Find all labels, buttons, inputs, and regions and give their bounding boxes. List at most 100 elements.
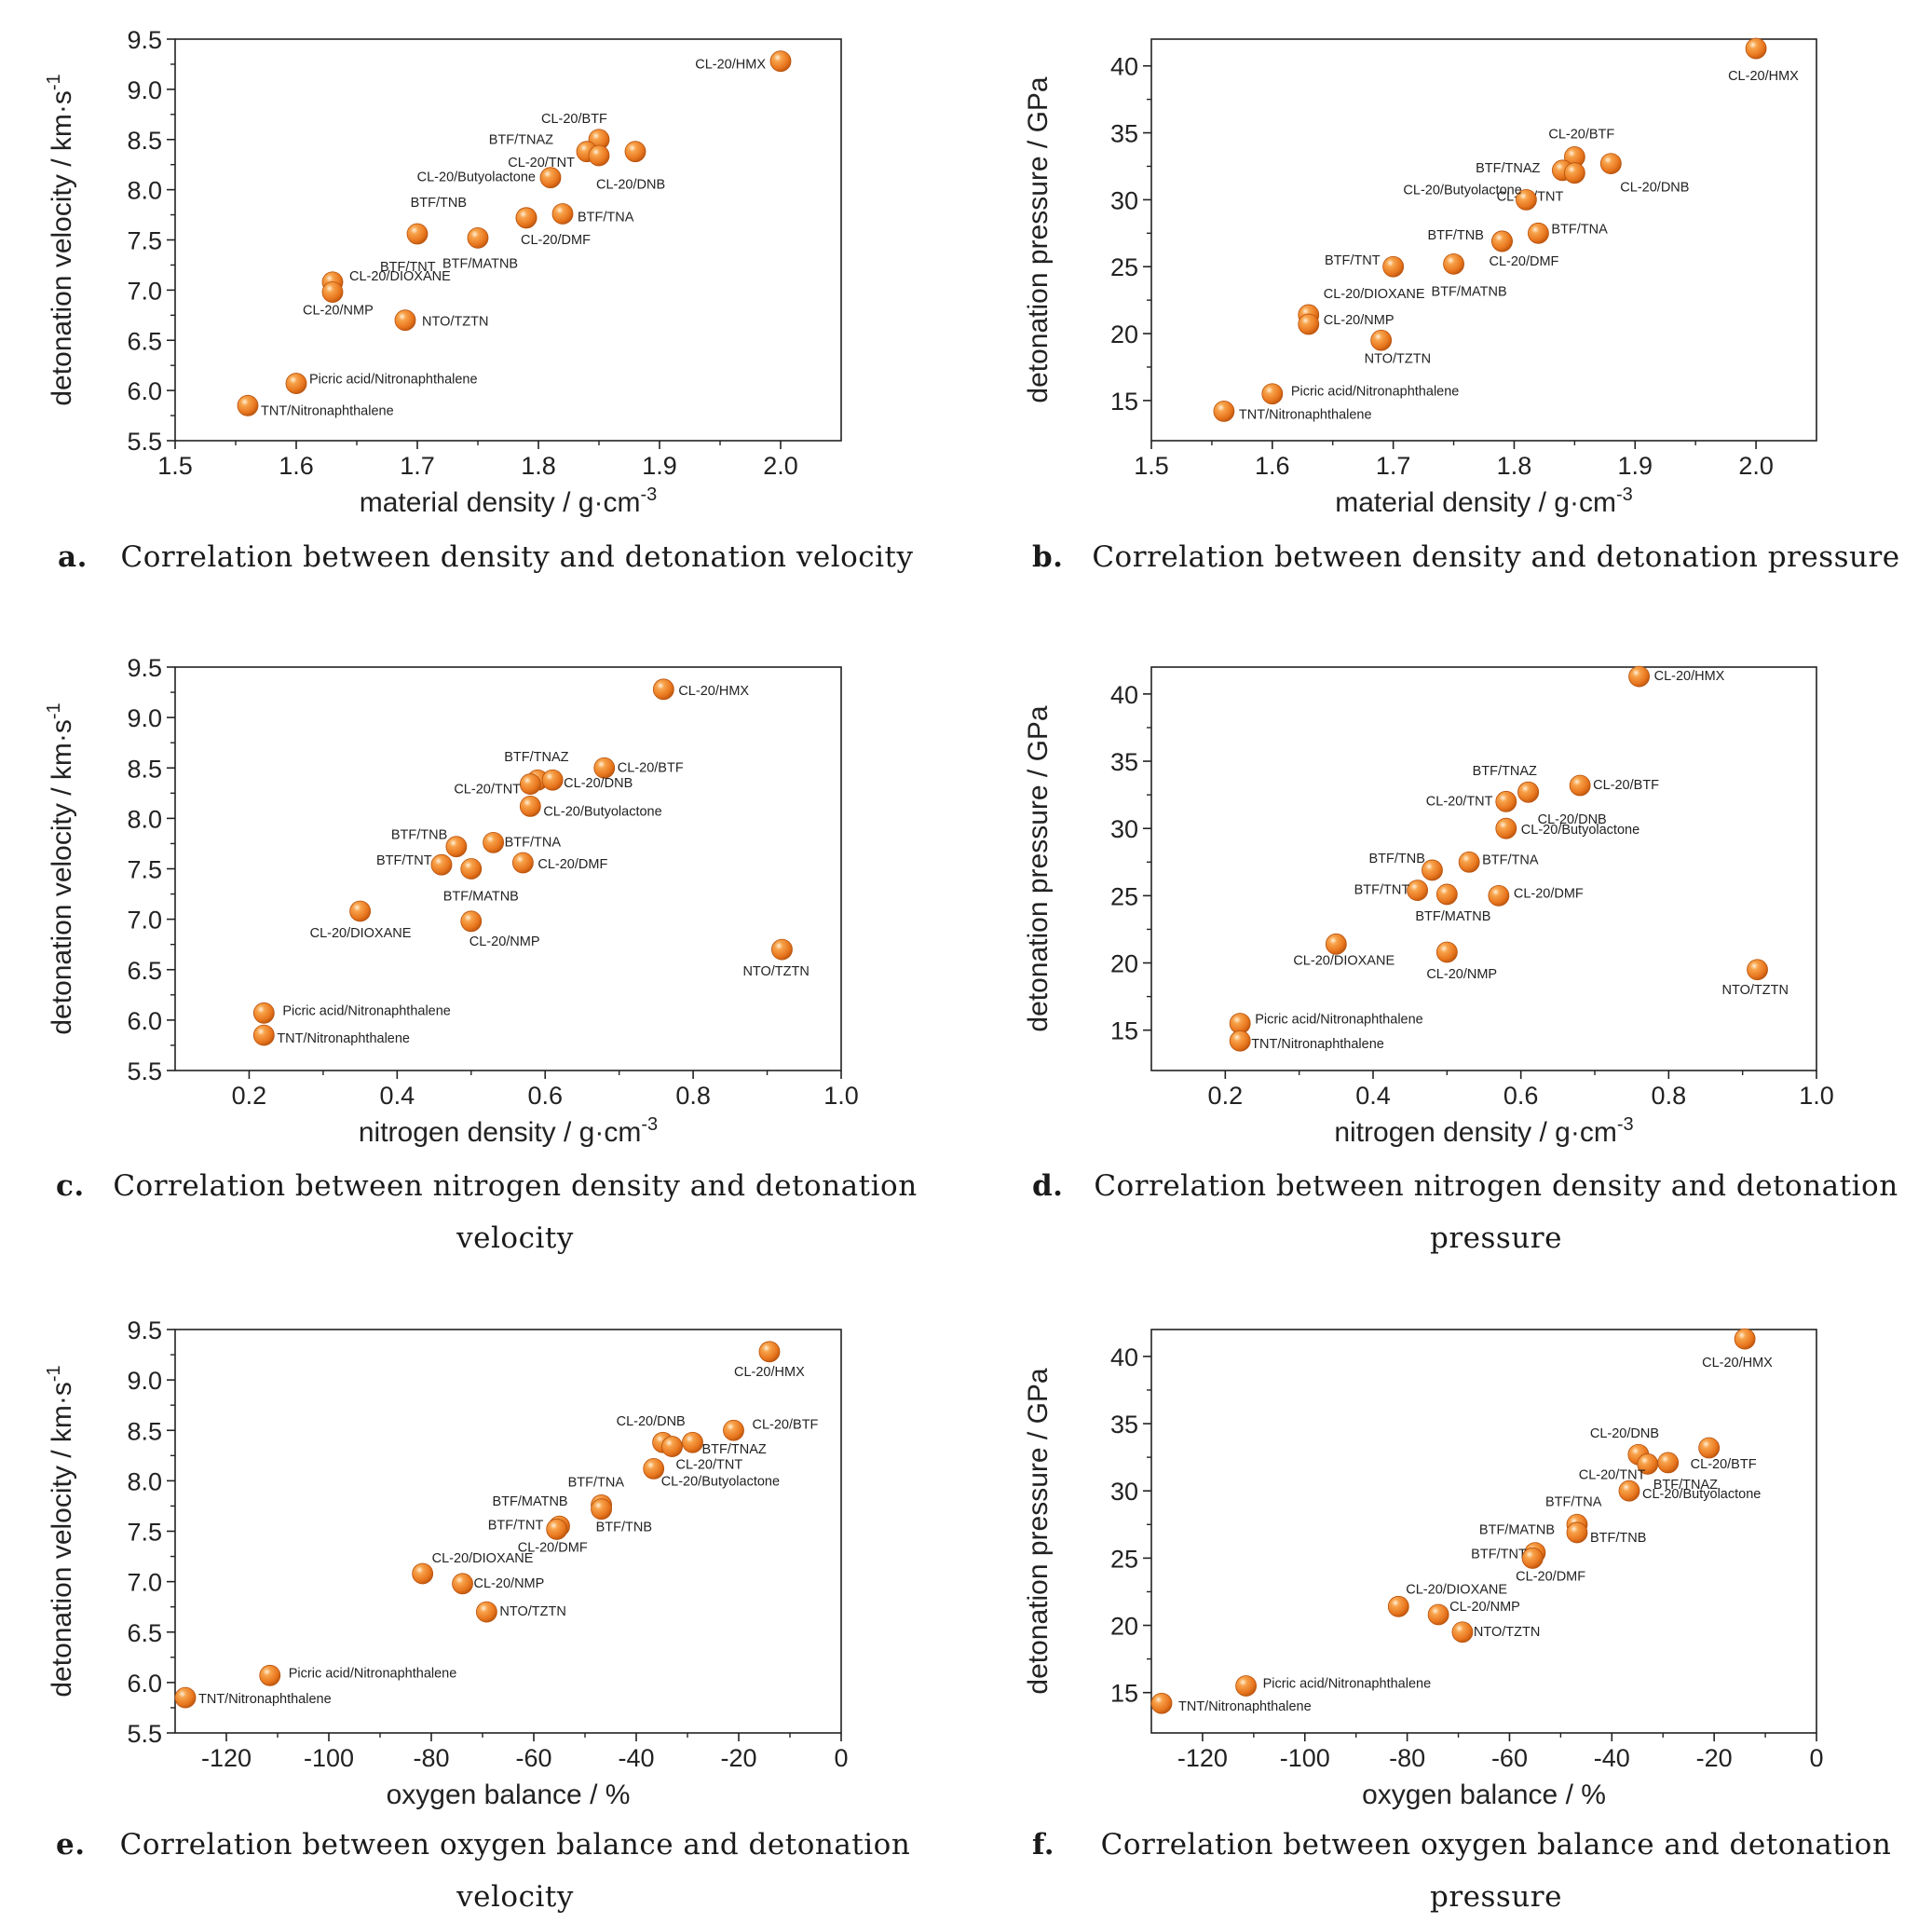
data-point: [511, 852, 534, 874]
x-tick-label: 2.0: [1738, 452, 1774, 480]
x-axis-label: oxygen balance / %: [387, 1780, 631, 1810]
y-tick-label: 20: [1110, 320, 1138, 348]
data-point: [1599, 153, 1622, 175]
point-label: CL-20/DIOXANE: [1406, 1582, 1507, 1597]
x-tick-label: -60: [515, 1744, 551, 1772]
point-label: BTF/TNA: [568, 1475, 625, 1490]
y-tick-label: 25: [1110, 253, 1138, 281]
y-tick-label: 35: [1110, 748, 1138, 776]
data-point: [460, 858, 483, 880]
caption-d: d. Correlation between nitrogen density a…: [1032, 1160, 1908, 1264]
caption-letter: f.: [1032, 1828, 1055, 1862]
x-tick-label: 0.4: [380, 1082, 415, 1110]
data-point: [519, 773, 541, 795]
data-point: [1443, 252, 1464, 275]
y-tick-label: 9.5: [127, 1316, 162, 1344]
point-label: CL-20/Butyolactone: [1403, 183, 1521, 198]
data-point: [174, 1686, 197, 1709]
data-point: [1734, 1328, 1756, 1350]
point-label: BTF/TNT: [1325, 253, 1381, 268]
x-tick-label: 0.6: [527, 1082, 563, 1110]
x-axis-label: nitrogen density / g·cm-3: [1334, 1114, 1633, 1148]
chart-a: 1.5 1.6 1.7 1.8 1.9 2.0 5.5 6.0 6.5 7.0 7.5 8.0 8.5 9…: [44, 26, 842, 518]
point-label: CL-20/DNB: [1590, 1426, 1659, 1441]
data-point: [394, 309, 416, 332]
data-point: [452, 1573, 473, 1595]
point-label: BTF/TNB: [1427, 228, 1483, 243]
x-axis-label: nitrogen density / g·cm-3: [359, 1114, 658, 1148]
caption-text-line2: velocity: [456, 1221, 574, 1255]
point-label: BTF/TNT: [488, 1518, 544, 1533]
chart-b: 1.5 1.6 1.7 1.8 1.9 2.0 15 20 25 30 35 40 material d…: [1023, 37, 1817, 518]
data-point: [1747, 959, 1768, 981]
point-label: BTF/TNT: [1471, 1547, 1527, 1562]
point-label: CL-20/TNT: [1579, 1467, 1646, 1482]
y-axis-label: detonation pressure / GPa: [1023, 705, 1054, 1032]
data-point: [1657, 1452, 1680, 1474]
x-tick-label: 0.2: [232, 1082, 267, 1110]
data-point: [1387, 1595, 1409, 1617]
caption-text-line2: velocity: [456, 1880, 574, 1914]
caption-text-line2: pressure: [1430, 1880, 1562, 1914]
point-label: CL-20/NMP: [1324, 313, 1395, 328]
x-tick-label: -120: [1177, 1744, 1228, 1772]
point-label: CL-20/DMF: [1514, 886, 1584, 901]
point-label: BTF/TNT: [1354, 883, 1410, 898]
data-point: [476, 1601, 497, 1623]
caption-letter: c.: [56, 1169, 85, 1203]
data-point: [1495, 817, 1517, 839]
data-point: [321, 281, 344, 303]
data-point: [1435, 883, 1458, 906]
x-tick-label: 0.4: [1355, 1082, 1391, 1110]
chart-c: 0.2 0.4 0.6 0.8 1.0 5.5 6.0 6.5 7.0 7.5 8.0 8.5 9.0 9…: [44, 654, 859, 1148]
y-tick-label: 7.0: [127, 1569, 162, 1597]
data-point: [1563, 162, 1585, 184]
data-point: [483, 831, 505, 853]
data-point: [758, 1341, 781, 1363]
y-tick-label: 15: [1110, 1680, 1138, 1708]
x-tick-label: 1.6: [1255, 452, 1290, 480]
data-point: [682, 1431, 703, 1453]
point-label: BTF/TNAZ: [504, 750, 568, 765]
point-label: CL-20/BTF: [618, 760, 684, 775]
data-point: [1517, 781, 1539, 803]
point-label: BTF/TNA: [505, 835, 562, 850]
point-label: CL-20/NMP: [303, 304, 374, 319]
point-label: CL-20/DIOXANE: [310, 926, 412, 941]
y-tick-label: 6.0: [127, 1007, 162, 1035]
data-point: [1521, 1547, 1544, 1569]
point-label: CL-20/DNB: [1538, 812, 1607, 827]
x-tick-label: -40: [1594, 1744, 1630, 1772]
y-tick-label: 20: [1110, 950, 1138, 978]
x-tick-label: 0: [834, 1744, 848, 1772]
x-axis-label: material density / g·cm-3: [1335, 484, 1633, 518]
data-point: [412, 1562, 434, 1585]
data-point: [285, 373, 307, 394]
point-label: NTO/TZTN: [742, 964, 809, 979]
data-point: [1569, 774, 1591, 797]
point-label: BTF/MATNB: [1432, 284, 1507, 299]
data-point: [1261, 383, 1284, 405]
plot-frame: [1150, 1329, 1817, 1734]
data-point: [1150, 1692, 1173, 1714]
data-point: [1427, 1603, 1449, 1626]
point-label: Picric acid/Nitronaphthalene: [289, 1666, 457, 1681]
plot-frame: [1150, 666, 1817, 1071]
point-label: CL-20/NMP: [1449, 1600, 1520, 1615]
caption-letter: e.: [56, 1828, 86, 1862]
caption-text: Correlation between oxygen balance and d…: [1100, 1828, 1892, 1862]
y-tick-label: 35: [1110, 1411, 1138, 1439]
caption-letter: a.: [58, 540, 88, 574]
point-label: CL-20/DNB: [564, 776, 633, 791]
y-tick-label: 30: [1110, 186, 1138, 214]
point-label: CL-20/HMX: [678, 684, 749, 699]
data-point: [661, 1436, 683, 1457]
y-tick-label: 8.5: [127, 755, 162, 783]
point-label: NTO/TZTN: [1365, 351, 1431, 366]
point-label: NTO/TZTN: [499, 1604, 565, 1619]
point-label: CL-20/Butyolactone: [1642, 1487, 1761, 1502]
x-tick-label: 1.9: [642, 452, 677, 480]
data-point: [252, 1024, 275, 1046]
data-point: [593, 757, 616, 779]
point-label: BTF/TNB: [391, 828, 447, 843]
